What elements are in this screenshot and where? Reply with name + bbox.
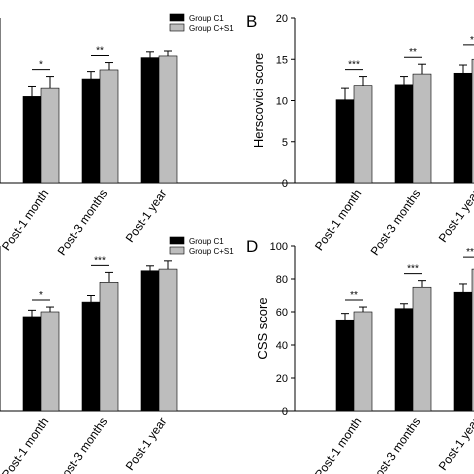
legend-swatch [169, 246, 185, 255]
y-tick-label: 0 [282, 178, 288, 190]
bar [22, 96, 42, 184]
significance-marker: ** [96, 46, 104, 57]
bar [140, 57, 160, 184]
x-tick-label: Post-1 year [436, 187, 474, 245]
significance-marker: * [39, 290, 43, 301]
bar [394, 308, 414, 412]
y-axis-label: Herscovici score [251, 53, 266, 148]
significance-marker: ** [409, 47, 417, 58]
y-axis-label: CSS score [255, 297, 270, 359]
bar [99, 281, 119, 412]
bar [453, 72, 473, 184]
bar [353, 311, 373, 412]
x-tick-label: Post-1 month [0, 187, 51, 253]
x-tick-label: Post-3 months [368, 187, 424, 258]
significance-marker: * [39, 60, 43, 71]
bar [471, 58, 474, 184]
bar [471, 268, 474, 412]
legend-label: Group C+S1 [189, 24, 234, 33]
bar [453, 291, 473, 412]
y-tick-label: 80 [276, 274, 288, 286]
x-tick-label: Post-1 month [0, 415, 51, 474]
significance-marker: *** [466, 247, 474, 258]
x-tick-label: Post-3 months [55, 187, 111, 258]
legend-swatch [169, 236, 185, 245]
significance-marker: *** [348, 60, 360, 71]
x-tick-label: Post-3 months [55, 415, 111, 474]
legend-label: Group C1 [189, 14, 224, 23]
x-tick-label: Post-1 year [436, 415, 474, 473]
y-tick-label: 15 [276, 54, 288, 66]
y-tick-label: 60 [276, 307, 288, 319]
chart-panel-4: 0 20 40 60 80 100 CSS score D ** Post-1 month *** P… [246, 237, 474, 474]
y-tick-label: 5 [282, 137, 288, 149]
bar [81, 78, 101, 184]
bar [353, 85, 373, 184]
x-tick-label: Post-3 months [368, 415, 424, 474]
bar [158, 55, 178, 184]
bar [40, 311, 60, 412]
x-tick-label: Post-1 year [123, 415, 170, 473]
bar [99, 69, 119, 184]
y-tick-label: 0 [282, 406, 288, 418]
x-tick-label: Post-1 year [123, 187, 170, 245]
legend-swatch [169, 13, 185, 22]
x-tick-label: Post-1 month [312, 415, 364, 474]
bar [412, 73, 432, 184]
panel-label: B [246, 12, 257, 31]
x-tick-label: Post-1 month [312, 187, 364, 253]
significance-marker: *** [407, 264, 419, 275]
panel-label: D [246, 237, 258, 256]
legend-swatch [169, 23, 185, 32]
bar [81, 301, 101, 412]
bar [140, 270, 160, 412]
significance-marker: *** [94, 255, 106, 266]
significance-marker: * [470, 35, 474, 46]
bar [335, 99, 355, 184]
bar [335, 319, 355, 412]
bar [22, 316, 42, 412]
bar [412, 286, 432, 412]
significance-marker: ** [350, 290, 358, 301]
legend-label: Group C1 [189, 237, 224, 246]
bar [158, 268, 178, 412]
bar [40, 87, 60, 184]
legend-label: Group C+S1 [189, 247, 234, 256]
y-tick-label: 20 [276, 373, 288, 385]
y-tick-label: 40 [276, 340, 288, 352]
y-tick-label: 10 [276, 96, 288, 108]
bar [394, 84, 414, 184]
y-tick-label: 20 [276, 13, 288, 25]
y-tick-label: 100 [270, 241, 288, 253]
